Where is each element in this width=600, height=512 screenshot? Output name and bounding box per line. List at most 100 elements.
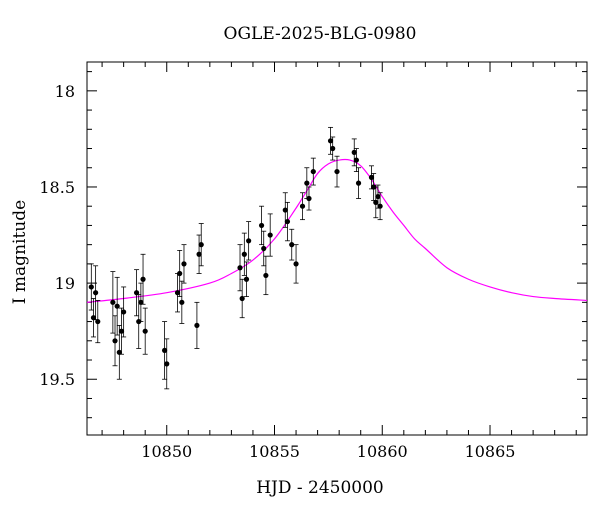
point-marker <box>289 242 295 248</box>
data-point <box>88 263 94 311</box>
point-marker <box>142 328 148 334</box>
point-marker <box>351 149 357 155</box>
data-point <box>90 298 97 338</box>
point-marker <box>196 251 202 257</box>
data-points-group <box>88 126 383 390</box>
data-point <box>239 278 245 319</box>
point-marker <box>140 276 146 282</box>
data-point <box>237 244 243 292</box>
point-marker <box>353 157 359 163</box>
data-point <box>293 244 299 284</box>
point-marker <box>88 284 94 290</box>
model-curve-group <box>86 158 588 303</box>
data-point <box>258 205 265 246</box>
point-marker <box>304 180 310 186</box>
data-point <box>181 244 187 284</box>
point-marker <box>293 261 299 267</box>
point-marker <box>299 203 306 209</box>
data-point <box>263 255 269 296</box>
data-point <box>289 228 295 261</box>
point-marker <box>310 168 316 175</box>
chart-title: OGLE-2025-BLG-0980 <box>223 24 417 44</box>
data-point <box>246 221 252 261</box>
point-marker <box>334 168 340 175</box>
point-marker <box>261 245 267 252</box>
point-marker <box>116 349 122 355</box>
point-marker <box>161 347 168 354</box>
data-point <box>243 261 250 297</box>
point-marker <box>373 199 379 205</box>
x-tick-label: 10860 <box>357 442 408 461</box>
data-point <box>194 301 200 349</box>
point-marker <box>177 270 183 277</box>
point-marker <box>198 242 204 248</box>
data-point <box>121 286 127 338</box>
data-point <box>138 282 144 322</box>
point-marker <box>263 272 269 279</box>
data-point <box>355 167 362 199</box>
point-marker <box>112 338 118 344</box>
data-point <box>95 300 101 344</box>
point-marker <box>174 290 181 296</box>
point-marker <box>330 145 336 152</box>
data-point <box>140 253 146 305</box>
point-marker <box>133 290 140 296</box>
data-point <box>261 230 267 267</box>
plot-frame <box>86 61 588 436</box>
x-tick-label: 10865 <box>465 442 516 461</box>
data-point <box>330 136 336 161</box>
data-point <box>174 273 181 313</box>
data-point <box>196 234 202 274</box>
data-point <box>110 271 116 334</box>
point-marker <box>95 318 101 325</box>
point-marker <box>355 180 362 186</box>
point-marker <box>110 299 116 305</box>
model-curve <box>86 158 588 303</box>
point-marker <box>194 322 200 329</box>
data-point <box>112 315 118 367</box>
y-tick-label: 19.5 <box>39 370 75 389</box>
data-point <box>368 165 375 190</box>
point-marker <box>241 251 247 257</box>
point-marker <box>284 218 291 225</box>
point-marker <box>267 232 273 238</box>
data-point <box>198 223 204 267</box>
point-marker <box>93 290 99 296</box>
data-point <box>299 192 306 221</box>
x-tick-label: 10850 <box>141 442 192 461</box>
point-marker <box>181 261 187 267</box>
point-marker <box>164 361 170 367</box>
point-marker <box>90 315 97 321</box>
data-point <box>267 213 273 257</box>
point-marker <box>237 265 243 271</box>
data-point <box>353 148 359 172</box>
data-point <box>373 186 379 219</box>
point-marker <box>239 295 245 302</box>
data-point <box>142 307 148 355</box>
data-point <box>161 321 168 380</box>
point-marker <box>258 222 265 229</box>
point-marker <box>375 193 381 200</box>
point-marker <box>138 299 144 305</box>
axes: 10850 10855 10860 10865 18 18.5 19 19.5 <box>39 61 588 461</box>
point-marker <box>121 309 127 315</box>
point-marker <box>327 138 334 144</box>
y-tick-label: 18 <box>55 82 75 101</box>
point-marker <box>114 303 120 309</box>
data-point <box>179 280 185 324</box>
point-marker <box>368 174 375 180</box>
point-marker <box>179 299 185 305</box>
data-point <box>334 155 340 188</box>
x-axis-label: HJD - 2450000 <box>256 478 384 498</box>
point-marker <box>282 207 288 213</box>
data-point <box>164 338 170 390</box>
data-point <box>377 192 383 221</box>
point-marker <box>306 195 312 202</box>
y-tick-label: 18.5 <box>39 178 75 197</box>
point-marker <box>246 238 252 244</box>
data-point <box>306 186 312 211</box>
data-point <box>118 307 125 355</box>
point-marker <box>243 276 250 282</box>
data-point <box>284 201 291 242</box>
